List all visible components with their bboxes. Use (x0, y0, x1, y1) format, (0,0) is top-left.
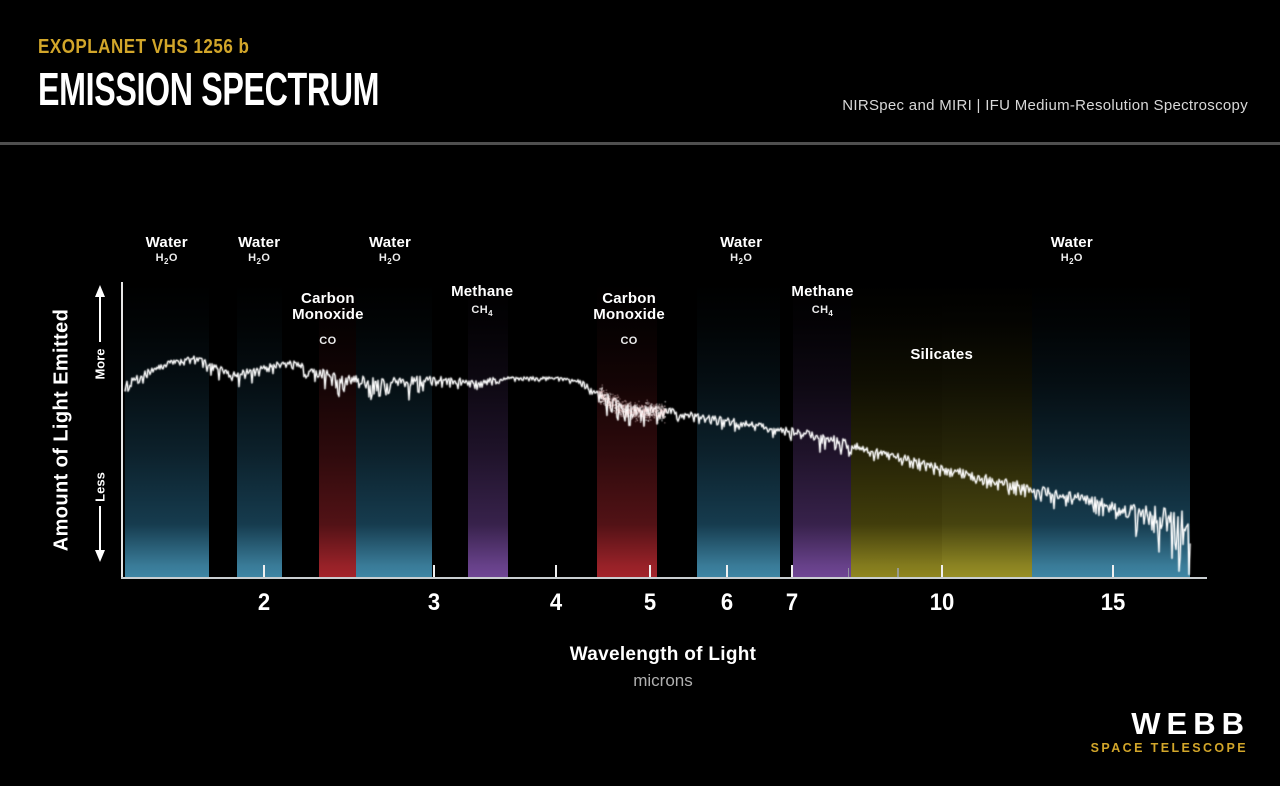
molecule-formula: CO (319, 335, 337, 347)
y-axis-arrows (95, 285, 105, 562)
webb-logo: WEBB (1131, 706, 1250, 741)
x-tick-label-3: 3 (428, 589, 441, 616)
spectrum-line-canvas (122, 282, 1212, 578)
webb-logo-tagline: SPACE TELESCOPE (1090, 741, 1248, 755)
molecule-label-water-3: Water H2O (330, 234, 450, 267)
molecule-label-water-6: Water H2O (681, 234, 801, 267)
molecule-formula: H2O (1060, 252, 1083, 267)
molecule-name: Methane (791, 283, 854, 300)
x-axis-title: Wavelength of Light (569, 644, 757, 665)
x-tick-7 (790, 565, 793, 577)
molecule-label-silicates-8: Silicates (882, 347, 1002, 363)
molecule-formula: H2O (730, 252, 753, 267)
molecule-label-water-0: Water H2O (107, 234, 227, 267)
molecule-formula: H2O (248, 252, 271, 267)
molecule-label-carbon-monoxide-5: Carbon Monoxide CO (569, 290, 689, 348)
molecule-name: Carbon Monoxide (292, 290, 364, 323)
molecule-name: Silicates (910, 346, 974, 363)
y-axis-line (121, 282, 123, 579)
x-tick-label-10: 10 (929, 589, 955, 616)
x-tick-15 (1112, 565, 1115, 577)
more-arrow-icon (95, 285, 105, 342)
molecule-name: Water (1050, 234, 1093, 251)
molecule-label-water-9: Water H2O (1012, 234, 1132, 267)
molecule-label-methane-4: Methane CH4 (422, 283, 542, 319)
molecule-formula: CH4 (471, 304, 493, 319)
instrument-subtitle: NIRSpec and MIRI | IFU Medium-Resolution… (842, 97, 1248, 114)
molecule-label-methane-7: Methane CH4 (763, 283, 883, 319)
x-axis-line (121, 577, 1207, 579)
x-tick-label-5: 5 (643, 589, 656, 616)
page-title: EMISSION SPECTRUM (38, 63, 380, 115)
x-tick-label-7: 7 (785, 589, 798, 616)
molecule-name: Carbon Monoxide (593, 290, 665, 323)
x-tick-5 (648, 565, 651, 577)
molecule-formula: H2O (155, 252, 178, 267)
exoplanet-kicker: EXOPLANET VHS 1256 b (38, 36, 250, 58)
x-tick-label-6: 6 (720, 589, 733, 616)
molecule-formula: CO (620, 335, 638, 347)
less-arrow-icon (95, 506, 105, 562)
molecule-name: Water (720, 234, 763, 251)
header-divider (0, 142, 1280, 145)
x-axis-unit: microns (633, 671, 693, 690)
x-tick-10 (941, 565, 944, 577)
x-tick-label-15: 15 (1100, 589, 1126, 616)
y-axis-title: Amount of Light Emitted (50, 308, 73, 552)
x-minor-tick-8 (847, 568, 849, 577)
y-axis-less-label: Less (92, 472, 108, 502)
x-tick-2 (262, 565, 265, 577)
molecule-label-water-1: Water H2O (199, 234, 319, 267)
molecule-formula: CH4 (811, 304, 834, 319)
x-tick-3 (433, 565, 436, 577)
x-tick-6 (725, 565, 728, 577)
molecule-name: Methane (451, 283, 514, 300)
x-minor-tick-9 (897, 568, 899, 577)
molecule-formula: H2O (378, 252, 402, 267)
molecule-label-carbon-monoxide-2: Carbon Monoxide CO (268, 290, 388, 348)
molecule-name: Water (145, 234, 188, 251)
x-tick-label-2: 2 (257, 589, 270, 616)
y-axis-more-label: More (92, 348, 108, 380)
molecule-name: Water (238, 234, 281, 251)
x-tick-4 (554, 565, 557, 577)
x-tick-label-4: 4 (549, 589, 562, 616)
molecule-name: Water (368, 234, 412, 251)
